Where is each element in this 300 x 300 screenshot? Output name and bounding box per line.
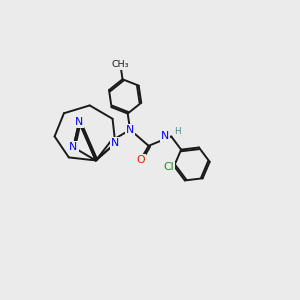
Text: N: N xyxy=(111,138,119,148)
Text: Cl: Cl xyxy=(164,162,174,172)
Text: CH₃: CH₃ xyxy=(112,60,129,69)
Text: N: N xyxy=(126,125,134,135)
Text: N: N xyxy=(160,131,169,141)
Text: N: N xyxy=(75,117,83,127)
Text: H: H xyxy=(174,127,180,136)
Text: O: O xyxy=(136,155,145,165)
Text: N: N xyxy=(69,142,77,152)
